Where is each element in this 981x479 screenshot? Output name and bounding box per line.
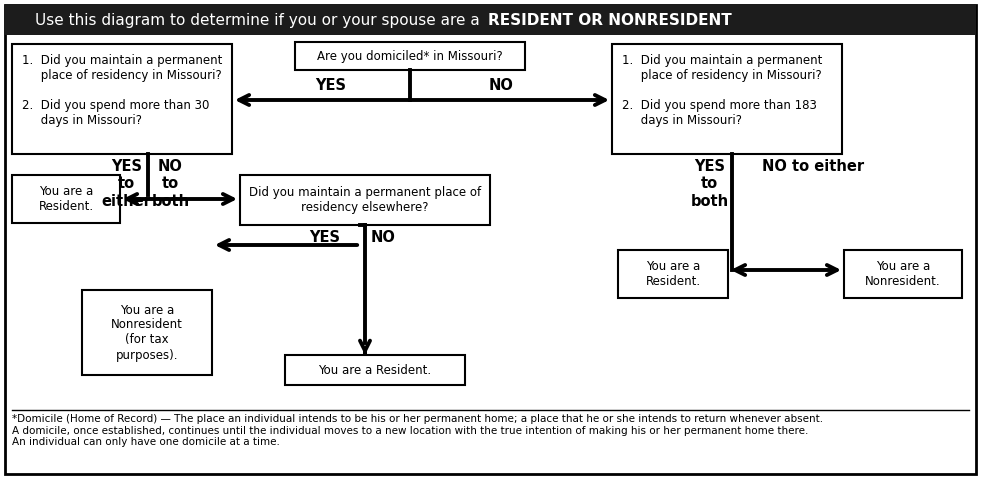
Text: You are a
Resident.: You are a Resident.: [645, 260, 700, 288]
Text: *Domicile (Home of Record) — The place an individual intends to be his or her pe: *Domicile (Home of Record) — The place a…: [12, 414, 823, 447]
Text: NO: NO: [489, 78, 513, 93]
Text: Are you domiciled* in Missouri?: Are you domiciled* in Missouri?: [317, 49, 503, 62]
Text: You are a
Resident.: You are a Resident.: [38, 185, 93, 213]
Bar: [82, 290, 212, 375]
Text: RESIDENT OR NONRESIDENT: RESIDENT OR NONRESIDENT: [488, 12, 732, 27]
Text: You are a
Nonresident
(for tax
purposes).: You are a Nonresident (for tax purposes)…: [111, 304, 182, 362]
Text: NO
to
both: NO to both: [151, 159, 189, 209]
Text: YES: YES: [309, 230, 340, 245]
Text: Use this diagram to determine if you or your spouse are a: Use this diagram to determine if you or …: [35, 12, 485, 27]
Bar: [12, 175, 120, 223]
Text: NO: NO: [371, 230, 395, 245]
Text: NO to either: NO to either: [761, 159, 863, 174]
Bar: [5, 5, 976, 35]
Text: YES
to
either: YES to either: [101, 159, 151, 209]
Bar: [285, 355, 465, 385]
Text: YES
to
both: YES to both: [691, 159, 729, 209]
Text: 1.  Did you maintain a permanent
     place of residency in Missouri?

2.  Did y: 1. Did you maintain a permanent place of…: [22, 54, 223, 127]
Bar: [295, 42, 525, 70]
Bar: [612, 44, 842, 154]
Text: You are a
Nonresident.: You are a Nonresident.: [865, 260, 941, 288]
Bar: [12, 44, 232, 154]
Bar: [240, 175, 490, 225]
Bar: [618, 250, 728, 298]
Text: 1.  Did you maintain a permanent
     place of residency in Missouri?

2.  Did y: 1. Did you maintain a permanent place of…: [622, 54, 822, 127]
Text: You are a Resident.: You are a Resident.: [319, 364, 432, 376]
Text: YES: YES: [316, 78, 346, 93]
Bar: [844, 250, 962, 298]
Text: Did you maintain a permanent place of
residency elsewhere?: Did you maintain a permanent place of re…: [249, 186, 481, 214]
